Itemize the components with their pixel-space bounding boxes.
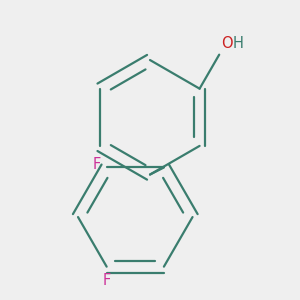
Text: H: H (232, 36, 243, 51)
Text: F: F (92, 158, 101, 172)
Text: O: O (221, 36, 232, 51)
Text: F: F (103, 272, 111, 287)
